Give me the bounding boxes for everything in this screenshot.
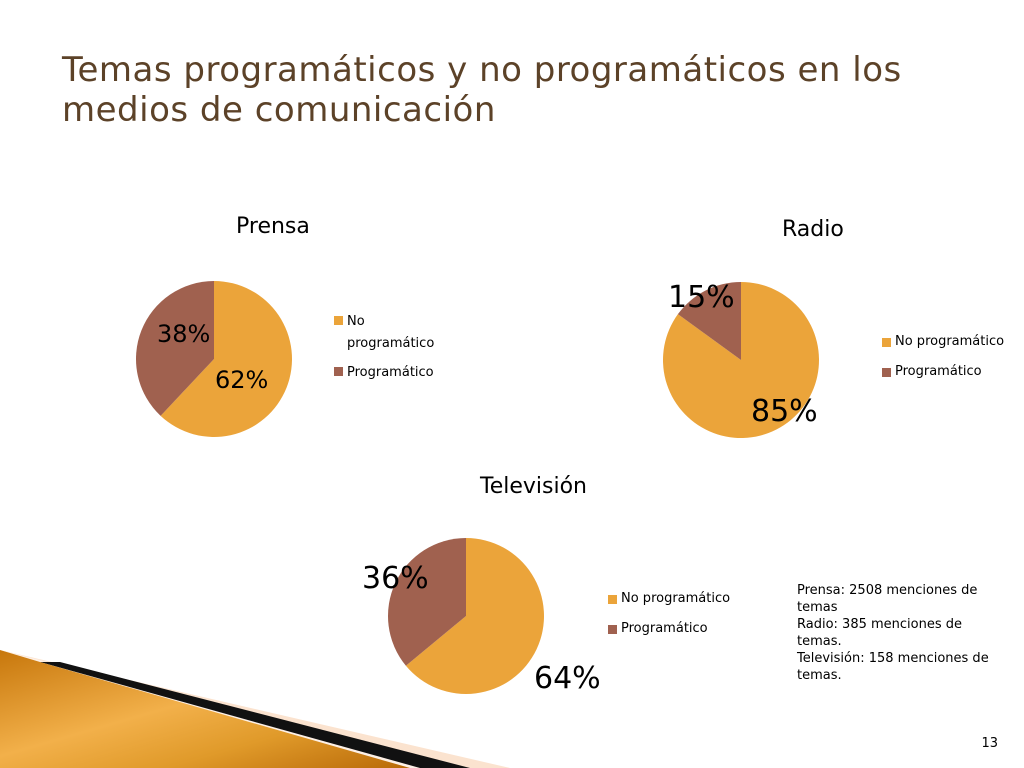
chart-title-prensa: Prensa (236, 214, 310, 239)
pie-slice-programatico (388, 538, 466, 666)
legend-swatch-no-programatico (608, 595, 617, 604)
slide-title: Temas programáticos y no programáticos e… (62, 50, 902, 130)
pie-slice-no-programatico (160, 281, 293, 437)
legend-swatch-programatico (608, 625, 617, 634)
legend-item-programatico: Programático (334, 362, 449, 384)
legend-label: Programático (895, 364, 982, 379)
pie-chart-prensa (136, 281, 293, 437)
pie-chart-radio (663, 282, 819, 438)
note-television: Televisión: 158 menciones de temas. (797, 651, 989, 683)
legend-swatch-no-programatico (334, 316, 343, 325)
pie-slice-programatico (677, 282, 741, 360)
legend-label: No programático (621, 591, 731, 606)
note-prensa: Prensa: 2508 menciones de temas (797, 583, 978, 615)
data-label-programatico: 36% (362, 561, 429, 596)
data-label-programatico: 38% (157, 320, 211, 348)
mentions-note: Prensa: 2508 menciones de temas Radio: 3… (797, 582, 1007, 684)
legend-radio: No programático Programático (882, 333, 1022, 380)
legend-swatch-no-programatico (882, 338, 891, 347)
legend-label: Programático (347, 365, 434, 380)
data-label-no-programatico: 62% (215, 366, 269, 394)
ribbon-black (40, 662, 470, 768)
legend-prensa: No programático Programático (334, 311, 449, 384)
note-radio: Radio: 385 menciones de temas. (797, 617, 962, 649)
pie-slice-programatico (136, 281, 214, 416)
data-label-programatico: 15% (668, 280, 735, 315)
pie-slice-no-programatico (405, 538, 544, 694)
ribbon-gold (0, 650, 410, 768)
legend-item-no-programatico: No programático (882, 333, 1022, 350)
data-label-no-programatico: 85% (751, 394, 818, 429)
data-label-no-programatico: 64% (534, 661, 601, 696)
legend-label: No programático (347, 314, 435, 351)
legend-label: No programático (895, 334, 1005, 349)
chart-title-radio: Radio (782, 217, 844, 242)
legend-swatch-programatico (882, 368, 891, 377)
chart-title-television: Televisión (480, 474, 587, 499)
legend-item-no-programatico: No programático (608, 590, 748, 607)
legend-television: No programático Programático (608, 590, 748, 637)
pie-chart-television (388, 538, 544, 694)
legend-item-programatico: Programático (882, 363, 1022, 380)
legend-item-programatico: Programático (608, 620, 748, 637)
legend-swatch-programatico (334, 367, 343, 376)
page-number: 13 (981, 736, 998, 751)
legend-item-no-programatico: No programático (334, 311, 449, 355)
legend-label: Programático (621, 621, 708, 636)
